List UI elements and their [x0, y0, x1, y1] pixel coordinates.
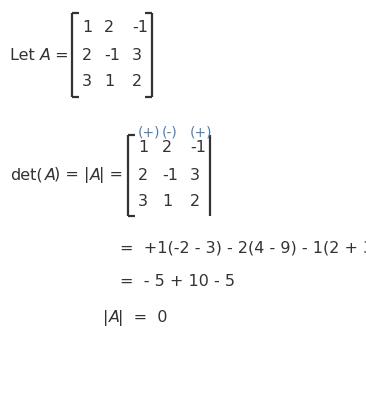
Text: (+): (+) [190, 125, 213, 139]
Text: =  - 5 + 10 - 5: = - 5 + 10 - 5 [120, 275, 235, 290]
Text: 2: 2 [82, 47, 92, 62]
Text: det(: det( [10, 168, 42, 183]
Text: A: A [109, 311, 120, 325]
Text: =  +1(-2 - 3) - 2(4 - 9) - 1(2 + 3): = +1(-2 - 3) - 2(4 - 9) - 1(2 + 3) [120, 240, 366, 256]
Text: 1: 1 [104, 74, 114, 90]
Text: 3: 3 [138, 195, 148, 209]
Text: ) = |: ) = | [54, 167, 89, 183]
Text: 1: 1 [82, 21, 92, 36]
Text: A: A [40, 47, 51, 62]
Text: 3: 3 [82, 74, 92, 90]
Text: 1: 1 [162, 195, 172, 209]
Text: 2: 2 [162, 140, 172, 156]
Text: | =: | = [99, 167, 123, 183]
Text: 3: 3 [190, 168, 200, 183]
Text: (-): (-) [162, 125, 178, 139]
Text: 2: 2 [190, 195, 200, 209]
Text: 2: 2 [104, 21, 114, 36]
Text: =: = [50, 47, 74, 62]
Text: -1: -1 [190, 140, 206, 156]
Text: Let: Let [10, 47, 40, 62]
Text: 2: 2 [132, 74, 142, 90]
Text: 2: 2 [138, 168, 148, 183]
Text: |: | [103, 310, 108, 326]
Text: -1: -1 [162, 168, 178, 183]
Text: -1: -1 [132, 21, 148, 36]
Text: |  =  0: | = 0 [118, 310, 168, 326]
Text: 3: 3 [132, 47, 142, 62]
Text: -1: -1 [104, 47, 120, 62]
Text: A: A [90, 168, 101, 183]
Text: 1: 1 [138, 140, 148, 156]
Text: A: A [45, 168, 56, 183]
Text: (+): (+) [138, 125, 161, 139]
